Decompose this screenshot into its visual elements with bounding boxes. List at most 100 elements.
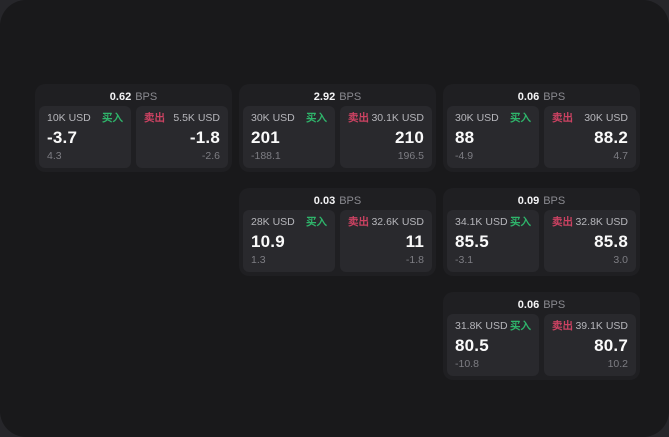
buy-price: -3.7	[47, 128, 78, 147]
buy-amount: 30K USD	[251, 112, 295, 124]
buy-panel[interactable]: 34.1K USD 买入 85.5 -3.1	[447, 210, 539, 272]
quote-card: 0.62 BPS 10K USD 买入 -3.7 4.3 卖出 5.5K USD	[35, 84, 232, 172]
sell-panel-header: 卖出 5.5K USD	[144, 112, 220, 125]
quote-panels: 30K USD 买入 201 -188.1 卖出 30.1K USD 210 1…	[243, 106, 432, 168]
buy-amount: 30K USD	[455, 112, 499, 124]
bps-unit-label: BPS	[135, 91, 158, 103]
sell-delta: -2.6	[201, 150, 220, 162]
bps-header: 0.62 BPS	[39, 88, 228, 106]
buy-side-label: 买入	[306, 216, 327, 228]
buy-panel[interactable]: 28K USD 买入 10.9 1.3	[243, 210, 335, 272]
sell-panel[interactable]: 卖出 32.8K USD 85.8 3.0	[544, 210, 636, 272]
quote-card: 0.03 BPS 28K USD 买入 10.9 1.3 卖出 32.6K US…	[239, 188, 436, 276]
buy-side-label: 买入	[102, 112, 123, 124]
quote-card-grid: 0.62 BPS 10K USD 买入 -3.7 4.3 卖出 5.5K USD	[35, 84, 640, 380]
bps-value: 0.06	[517, 91, 540, 103]
sell-delta: 196.5	[397, 150, 424, 162]
sell-panel-header: 卖出 39.1K USD	[552, 320, 628, 333]
sell-amount: 39.1K USD	[575, 320, 628, 332]
quote-card: 0.09 BPS 34.1K USD 买入 85.5 -3.1 卖出 32.8K…	[443, 188, 640, 276]
buy-price: 80.5	[455, 336, 489, 355]
sell-side-label: 卖出	[552, 320, 573, 332]
sell-panel[interactable]: 卖出 39.1K USD 80.7 10.2	[544, 314, 636, 376]
bps-header: 0.03 BPS	[243, 192, 432, 210]
buy-panel-header: 10K USD 买入	[47, 112, 123, 125]
sell-panel-header: 卖出 30K USD	[552, 112, 628, 125]
buy-amount: 31.8K USD	[455, 320, 508, 332]
bps-header: 0.06 BPS	[447, 296, 636, 314]
sell-delta: 3.0	[613, 254, 628, 266]
buy-price: 88	[455, 128, 475, 147]
buy-panel-header: 31.8K USD 买入	[455, 320, 531, 333]
sell-price: -1.8	[189, 128, 220, 147]
quote-panels: 28K USD 买入 10.9 1.3 卖出 32.6K USD 11 -1.8	[243, 210, 432, 272]
buy-amount: 34.1K USD	[455, 216, 508, 228]
sell-delta: -1.8	[405, 254, 424, 266]
sell-amount: 30.1K USD	[371, 112, 424, 124]
sell-panel[interactable]: 卖出 30K USD 88.2 4.7	[544, 106, 636, 168]
buy-delta: -3.1	[455, 254, 474, 266]
buy-panel[interactable]: 30K USD 买入 88 -4.9	[447, 106, 539, 168]
sell-panel[interactable]: 卖出 30.1K USD 210 196.5	[340, 106, 432, 168]
sell-price: 88.2	[594, 128, 628, 147]
buy-panel-header: 30K USD 买入	[455, 112, 531, 125]
buy-side-label: 买入	[510, 320, 531, 332]
bps-unit-label: BPS	[543, 91, 566, 103]
buy-amount: 10K USD	[47, 112, 91, 124]
sell-side-label: 卖出	[348, 216, 369, 228]
bps-value: 0.06	[517, 299, 540, 311]
sell-delta: 10.2	[607, 358, 628, 370]
sell-amount: 5.5K USD	[173, 112, 220, 124]
bps-unit-label: BPS	[543, 299, 566, 311]
buy-delta: -188.1	[251, 150, 281, 162]
buy-panel[interactable]: 30K USD 买入 201 -188.1	[243, 106, 335, 168]
sell-panel-header: 卖出 32.8K USD	[552, 216, 628, 229]
buy-panel[interactable]: 10K USD 买入 -3.7 4.3	[39, 106, 131, 168]
sell-delta: 4.7	[613, 150, 628, 162]
buy-delta: -4.9	[455, 150, 474, 162]
buy-delta: 1.3	[251, 254, 266, 266]
quote-panels: 34.1K USD 买入 85.5 -3.1 卖出 32.8K USD 85.8…	[447, 210, 636, 272]
quote-card: 0.06 BPS 31.8K USD 买入 80.5 -10.8 卖出 39.1…	[443, 292, 640, 380]
sell-side-label: 卖出	[144, 112, 165, 124]
sell-amount: 32.8K USD	[575, 216, 628, 228]
sell-amount: 32.6K USD	[371, 216, 424, 228]
buy-price: 10.9	[251, 232, 285, 251]
sell-side-label: 卖出	[552, 216, 573, 228]
sell-panel[interactable]: 卖出 32.6K USD 11 -1.8	[340, 210, 432, 272]
bps-value: 0.03	[313, 195, 336, 207]
bps-unit-label: BPS	[339, 195, 362, 207]
buy-delta: 4.3	[47, 150, 62, 162]
buy-amount: 28K USD	[251, 216, 295, 228]
quote-panels: 31.8K USD 买入 80.5 -10.8 卖出 39.1K USD 80.…	[447, 314, 636, 376]
buy-delta: -10.8	[455, 358, 479, 370]
sell-price: 80.7	[594, 336, 628, 355]
sell-side-label: 卖出	[552, 112, 573, 124]
bps-unit-label: BPS	[543, 195, 566, 207]
bps-value: 0.62	[109, 91, 132, 103]
buy-panel[interactable]: 31.8K USD 买入 80.5 -10.8	[447, 314, 539, 376]
sell-amount: 30K USD	[584, 112, 628, 124]
bps-header: 2.92 BPS	[243, 88, 432, 106]
buy-price: 201	[251, 128, 280, 147]
sell-price: 11	[405, 232, 424, 251]
buy-side-label: 买入	[306, 112, 327, 124]
sell-price: 85.8	[594, 232, 628, 251]
buy-price: 85.5	[455, 232, 489, 251]
sell-panel-header: 卖出 32.6K USD	[348, 216, 424, 229]
bps-value: 2.92	[313, 91, 336, 103]
sell-panel-header: 卖出 30.1K USD	[348, 112, 424, 125]
quote-card: 0.06 BPS 30K USD 买入 88 -4.9 卖出 30K USD	[443, 84, 640, 172]
bps-value: 0.09	[517, 195, 540, 207]
sell-panel[interactable]: 卖出 5.5K USD -1.8 -2.6	[136, 106, 228, 168]
bps-header: 0.06 BPS	[447, 88, 636, 106]
bps-unit-label: BPS	[339, 91, 362, 103]
buy-side-label: 买入	[510, 112, 531, 124]
quote-card: 2.92 BPS 30K USD 买入 201 -188.1 卖出 30.1K …	[239, 84, 436, 172]
sell-side-label: 卖出	[348, 112, 369, 124]
buy-panel-header: 30K USD 买入	[251, 112, 327, 125]
buy-side-label: 买入	[510, 216, 531, 228]
sell-price: 210	[395, 128, 424, 147]
quote-panels: 30K USD 买入 88 -4.9 卖出 30K USD 88.2 4.7	[447, 106, 636, 168]
